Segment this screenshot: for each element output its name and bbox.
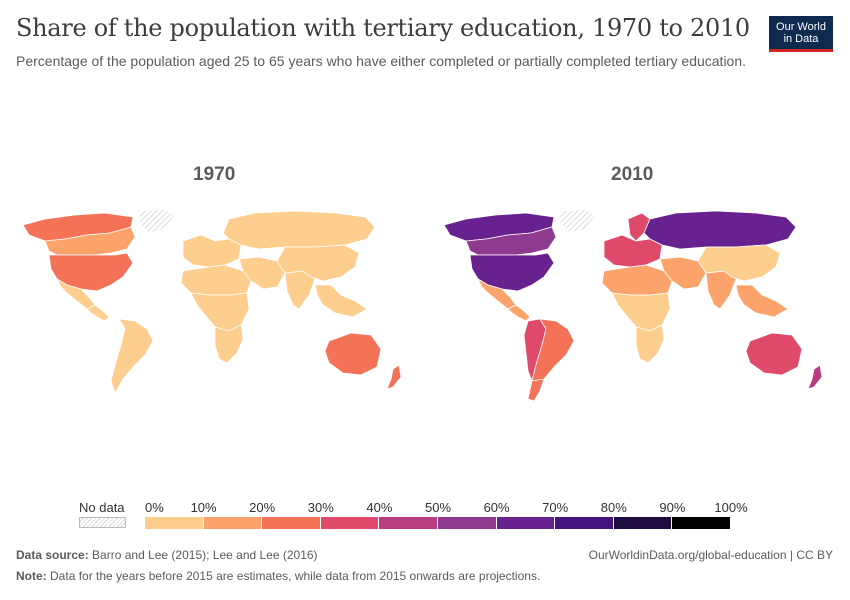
legend-swatch-5[interactable] [437,517,497,529]
note-label: Note: [16,569,47,583]
region-china[interactable] [276,244,360,282]
region-china[interactable] [697,244,781,282]
region-south-america[interactable] [110,318,154,394]
legend-ticks: 0% 10% 20% 30% 40% 50% 60% 70% 80% 90% 100% [145,500,748,516]
region-southeast-asia[interactable] [735,284,789,318]
region-africa-south[interactable] [214,324,244,364]
region-central-america[interactable] [507,304,531,322]
legend-no-data-label: No data [79,500,125,515]
region-greenland[interactable] [138,208,176,234]
region-central-america[interactable] [86,304,110,322]
legend-swatch-4[interactable] [379,517,438,529]
footnote: Note: Data for the years before 2015 are… [16,569,540,583]
world-map-1970[interactable] [15,205,410,405]
region-new-zealand[interactable] [386,364,402,390]
legend-swatch-1[interactable] [203,517,263,529]
region-africa-north[interactable] [601,264,673,296]
legend-swatch-9[interactable] [672,517,731,529]
data-source-label: Data source: [16,548,89,562]
map-label-1970: 1970 [193,164,236,185]
chart-title: Share of the population with tertiary ed… [16,14,750,42]
region-new-zealand[interactable] [807,364,823,390]
legend-tick-label: 90% [659,500,686,515]
region-russia[interactable] [643,210,797,250]
legend-tick-label: 70% [542,500,569,515]
note-text: Data for the years before 2015 are estim… [50,569,541,583]
logo-line-2: in Data [783,33,819,45]
source-url-link[interactable]: OurWorldinData.org/global-education | CC… [588,548,833,562]
legend-tick-label: 30% [307,500,334,515]
legend-tick-label: 100% [714,500,748,515]
legend-swatch-2[interactable] [262,517,321,529]
legend-swatch-7[interactable] [555,517,614,529]
region-australia[interactable] [745,332,803,376]
region-africa-north[interactable] [180,264,252,296]
owid-logo[interactable]: Our World in Data [769,16,833,52]
data-source: Data source: Barro and Lee (2015); Lee a… [16,548,318,562]
logo-line-1: Our World [776,21,826,33]
legend-color-scale[interactable] [145,517,731,529]
legend-swatch-8[interactable] [613,517,673,529]
legend-tick-label: 10% [190,500,217,515]
region-russia[interactable] [222,210,376,250]
legend-tick-label: 80% [600,500,627,515]
region-southeast-asia[interactable] [314,284,368,318]
legend-tick-label: 40% [366,500,393,515]
legend-swatch-3[interactable] [320,517,380,529]
legend-swatch-6[interactable] [496,517,556,529]
region-africa-south[interactable] [635,324,665,364]
region-australia[interactable] [324,332,382,376]
legend-swatch-0[interactable] [145,517,204,529]
legend-tick-label: 50% [424,500,452,515]
map-label-2010: 2010 [611,164,654,185]
world-map-2010[interactable] [436,205,831,405]
region-argentina[interactable] [527,378,545,402]
legend-tick-label: 20% [249,500,276,515]
legend-tick-label: 60% [483,500,510,515]
chart-subtitle: Percentage of the population aged 25 to … [16,53,747,69]
data-source-text: Barro and Lee (2015); Lee and Lee (2016) [92,548,318,562]
legend-tick-label: 0% [145,500,164,515]
region-greenland[interactable] [559,208,597,234]
legend-no-data-swatch[interactable] [79,517,126,528]
